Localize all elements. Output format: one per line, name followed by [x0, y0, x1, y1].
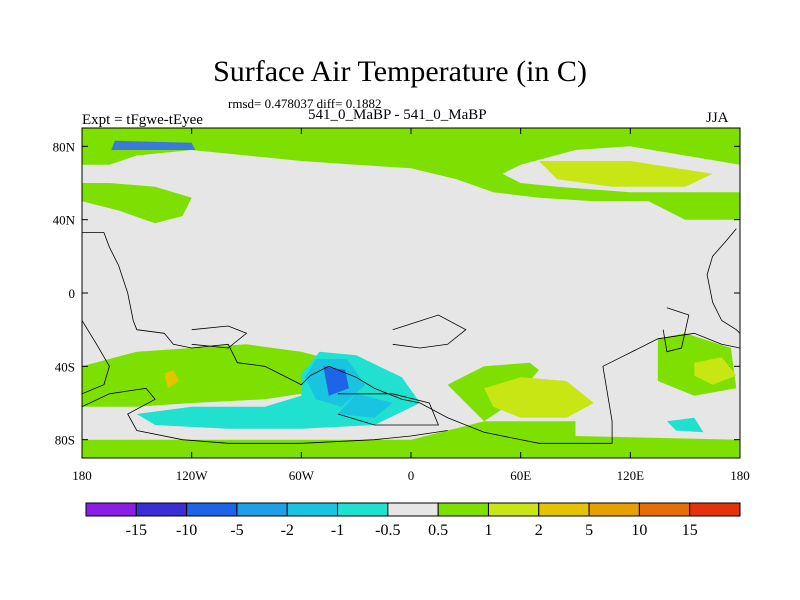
colorbar-box-3 [236, 502, 288, 517]
colorbar-label-2: -5 [230, 522, 243, 539]
contour-region-14 [111, 140, 196, 150]
x-tick-label-5: 120E [617, 468, 645, 483]
contour-region-10 [666, 417, 704, 433]
y-tick-label-1: 40N [53, 213, 76, 228]
contour-region-6 [538, 161, 713, 187]
colorbar-label-9: 5 [585, 522, 593, 539]
colorbar-box-5 [337, 502, 389, 517]
y-tick-label-2: 0 [69, 286, 76, 301]
coastline-outline-1 [82, 387, 448, 444]
coastline-outline-5 [662, 307, 690, 353]
colorbar-label-8: 2 [535, 522, 543, 539]
contour-region-2 [82, 362, 740, 458]
colorbar-box-8 [487, 502, 540, 517]
colorbar-label-3: -2 [281, 522, 294, 539]
x-tick-label-0: 180 [72, 468, 92, 483]
colorbar-label-6: 0.5 [428, 522, 448, 539]
coastline-outline-7 [82, 320, 110, 395]
contour-region-1 [82, 183, 192, 224]
contour-regions [82, 128, 740, 458]
x-tick-label-6: 180 [730, 468, 750, 483]
comparison-label: 541_0_MaBP - 541_0_MaBP [308, 107, 487, 123]
coastline-outlines [82, 228, 740, 444]
colorbar-box-0 [85, 502, 137, 517]
colorbar-label-0: -15 [126, 522, 147, 539]
coastline-outline-4 [191, 325, 248, 349]
colorbar-box-2 [186, 502, 238, 517]
contour-region-8 [164, 370, 179, 389]
axis-ticks: 180 120W 60W 0 60E 120E 180 80N 40N 0 40S 80S [53, 128, 750, 483]
colorbar-label-11: 15 [682, 522, 698, 539]
season-label: JJA [706, 110, 729, 126]
colorbar-label-1: -10 [176, 522, 197, 539]
colorbar-label-10: 10 [631, 522, 647, 539]
y-tick-label-3: 40S [55, 359, 75, 374]
contour-region-0 [82, 128, 740, 220]
coastline-outline-0 [82, 232, 740, 444]
x-tick-label-4: 60E [510, 468, 531, 483]
coastline-outline-2 [337, 393, 439, 426]
colorbar: -15 -10 -5 -2 -1 -0.5 0.5 1 2 5 10 15 [85, 502, 741, 539]
colorbar-label-4: -1 [331, 522, 344, 539]
coastline-outline-3 [392, 314, 467, 349]
colorbar-box-1 [135, 502, 188, 517]
stats-label: rmsd= 0.478037 diff= 0.1882 [228, 96, 382, 111]
colorbar-box-10 [588, 502, 640, 517]
contour-region-12 [337, 393, 393, 418]
colorbar-box-9 [538, 502, 590, 517]
experiment-label: Expt = tFgwe-tEyee [82, 112, 203, 128]
x-tick-label-3: 0 [408, 468, 415, 483]
colorbar-label-7: 1 [484, 522, 492, 539]
y-tick-label-4: 80S [55, 433, 75, 448]
colorbar-box-6 [387, 502, 439, 517]
chart-title: Surface Air Temperature (in C) [213, 55, 587, 88]
contour-region-7 [694, 357, 737, 385]
colorbar-box-4 [286, 502, 339, 517]
colorbar-box-12 [689, 502, 741, 517]
colorbar-box-11 [638, 502, 691, 517]
x-tick-label-2: 60W [289, 468, 315, 483]
colorbar-box-7 [437, 502, 489, 517]
contour-region-5 [484, 377, 594, 418]
x-tick-label-1: 120W [176, 468, 209, 483]
coastline-outline-6 [706, 228, 740, 334]
colorbar-label-5: -0.5 [375, 522, 400, 539]
y-tick-label-0: 80N [53, 139, 76, 154]
contour-region-13 [323, 366, 349, 396]
